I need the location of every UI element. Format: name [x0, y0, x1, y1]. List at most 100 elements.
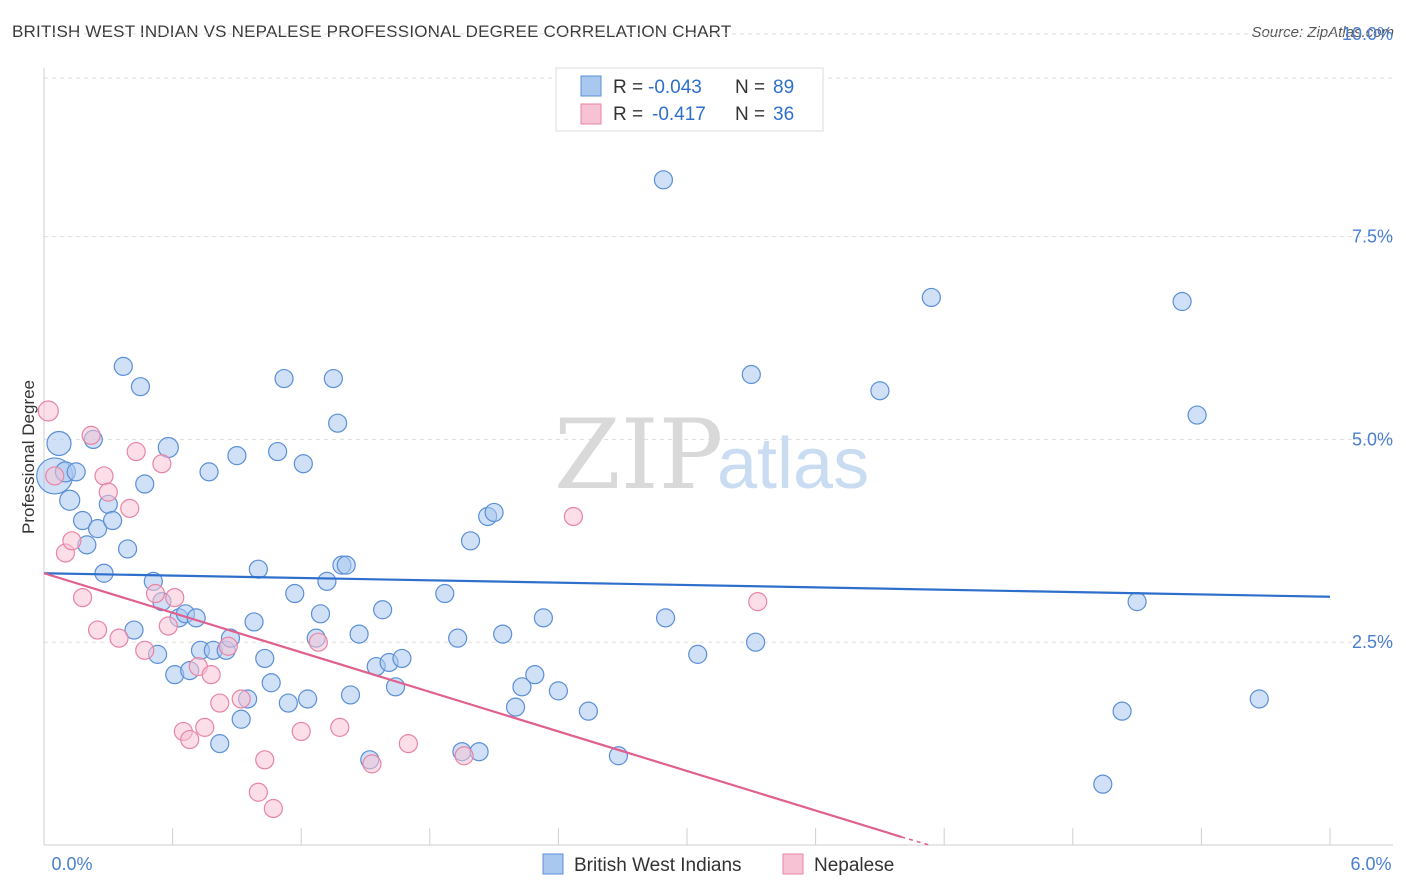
data-point-nepalese [210, 693, 230, 713]
data-point-british-west-indians [87, 519, 108, 539]
data-point-nepalese [398, 734, 418, 754]
data-point-british-west-indians [310, 604, 331, 624]
data-point-nepalese [201, 665, 221, 685]
data-point-british-west-indians [448, 628, 468, 648]
y-tick-label: 5.0% [1352, 429, 1393, 449]
data-point-british-west-indians [261, 673, 281, 693]
data-point-british-west-indians [113, 356, 133, 377]
data-point-nepalese [98, 482, 118, 502]
data-point-nepalese [362, 754, 382, 774]
data-point-british-west-indians [323, 368, 343, 389]
data-point-british-west-indians [124, 620, 144, 640]
data-point-nepalese [263, 798, 283, 819]
data-point-nepalese [180, 729, 200, 750]
data-point-nepalese [126, 441, 146, 462]
data-point-british-west-indians [293, 454, 313, 474]
y-axis-title: Professional Degree [19, 380, 38, 534]
data-point-nepalese [308, 632, 328, 652]
data-point-british-west-indians [505, 697, 526, 717]
data-point-nepalese [248, 782, 268, 802]
data-point-british-west-indians [392, 648, 412, 669]
data-point-british-west-indians [66, 462, 86, 482]
x-tick-label-max: 6.0% [1350, 854, 1391, 874]
data-point-british-west-indians [255, 648, 275, 669]
data-point-british-west-indians [484, 502, 504, 523]
y-tick-label: 10.0% [1342, 24, 1393, 44]
data-point-british-west-indians [493, 624, 513, 644]
data-point-british-west-indians [328, 413, 348, 433]
data-point-british-west-indians [46, 430, 72, 457]
data-point-nepalese [454, 746, 474, 766]
data-point-british-west-indians [199, 462, 219, 482]
stats-n-label-blue: N = [735, 77, 765, 98]
data-point-nepalese [218, 636, 238, 656]
legend-swatch-nepalese [782, 853, 804, 875]
legend-swatch-british-west-indians [542, 853, 564, 875]
data-point-nepalese [563, 506, 584, 527]
data-point-british-west-indians [1249, 689, 1269, 709]
data-point-nepalese [145, 583, 166, 604]
data-point-british-west-indians [1187, 405, 1207, 425]
data-point-british-west-indians [1093, 774, 1113, 794]
y-tick-label: 2.5% [1352, 632, 1393, 652]
data-point-british-west-indians [688, 644, 708, 664]
data-point-british-west-indians [653, 170, 674, 190]
data-point-nepalese [291, 721, 311, 742]
data-point-british-west-indians [248, 559, 268, 579]
axes [43, 68, 1393, 846]
data-point-british-west-indians [298, 689, 318, 709]
data-point-british-west-indians [278, 693, 298, 713]
stats-swatch-blue [580, 75, 602, 97]
data-point-british-west-indians [548, 681, 569, 701]
data-point-nepalese [748, 592, 768, 612]
trend-line-british-west-indians [43, 572, 1331, 598]
watermark-zip: ZIP [554, 399, 723, 511]
data-point-british-west-indians [268, 441, 288, 462]
chart-source: Source: ZipAtlas.com [1251, 24, 1394, 41]
stats-n-value-pink: 36 [773, 104, 794, 125]
trend-line-nepalese-extension [901, 836, 930, 846]
data-point-british-west-indians [340, 685, 361, 705]
data-point-nepalese [81, 425, 101, 445]
data-point-british-west-indians [435, 583, 455, 604]
data-point-nepalese [87, 620, 108, 640]
stats-r-value-pink: -0.417 [652, 104, 706, 125]
data-point-nepalese [62, 531, 82, 551]
trend-lines [43, 572, 1331, 846]
data-point-british-west-indians [921, 287, 941, 308]
watermark-atlas: atlas [717, 424, 869, 504]
bottom-legend: British West Indians Nepalese [542, 853, 894, 876]
data-point-nepalese [120, 498, 140, 518]
stats-r-label-blue: R = [613, 77, 643, 98]
data-point-british-west-indians [741, 364, 761, 385]
data-point-british-west-indians [102, 510, 123, 531]
data-point-nepalese [231, 689, 251, 709]
data-point-nepalese [94, 466, 114, 486]
x-tick-marks [43, 828, 1331, 845]
data-point-british-west-indians [349, 624, 369, 644]
stats-r-value-blue: -0.043 [648, 77, 702, 98]
data-point-british-west-indians [336, 555, 356, 575]
data-point-british-west-indians [1127, 592, 1147, 612]
x-tick-label-min: 0.0% [51, 854, 92, 874]
data-point-british-west-indians [533, 608, 553, 628]
data-point-nepalese [37, 400, 59, 422]
data-point-nepalese [158, 616, 178, 636]
data-point-british-west-indians [135, 474, 155, 494]
watermark: ZIP atlas [554, 399, 869, 511]
data-point-nepalese [255, 750, 275, 770]
stats-r-label-pink: R = [613, 104, 643, 125]
data-point-nepalese [195, 717, 215, 737]
data-point-british-west-indians [460, 531, 481, 551]
data-point-british-west-indians [317, 571, 337, 591]
stats-swatch-pink [580, 103, 602, 125]
stats-n-label-pink: N = [735, 104, 765, 125]
stats-n-value-blue: 89 [773, 77, 794, 98]
series-british-west-indians-points [36, 170, 1269, 794]
data-point-british-west-indians [59, 489, 81, 511]
y-tick-label: 7.5% [1352, 227, 1393, 247]
series-nepalese-points [37, 400, 768, 819]
stats-box: R = -0.043 N = 89 R = -0.417 N = 36 [555, 67, 824, 132]
data-point-british-west-indians [578, 701, 599, 721]
